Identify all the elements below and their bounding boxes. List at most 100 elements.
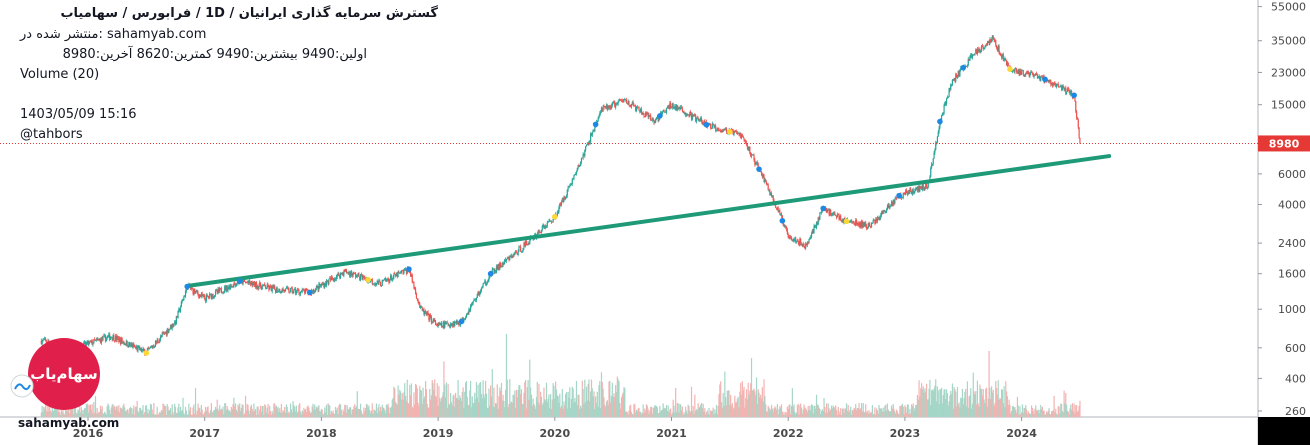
signal-marker xyxy=(365,276,371,283)
volume-bar xyxy=(758,392,760,417)
candle-body xyxy=(755,162,758,164)
volume-bar xyxy=(303,407,305,417)
volume-bar xyxy=(750,383,752,417)
candle-body xyxy=(201,293,203,297)
volume-bar xyxy=(874,407,876,417)
volume-bar xyxy=(51,407,53,417)
candle-body xyxy=(113,335,115,341)
candle-body xyxy=(543,224,545,229)
volume-bar xyxy=(964,391,966,417)
candle-body xyxy=(602,106,604,111)
volume-bar xyxy=(1048,408,1050,417)
volume-bars xyxy=(40,333,1081,417)
volume-bar xyxy=(99,412,101,417)
candle-body xyxy=(1030,72,1032,74)
x-tick-label: 2022 xyxy=(773,427,804,440)
volume-bar xyxy=(952,408,954,417)
volume-bar xyxy=(276,408,278,417)
candle-body xyxy=(379,281,382,287)
volume-bar xyxy=(513,395,515,417)
candle-body xyxy=(263,284,265,286)
volume-bar xyxy=(452,395,454,417)
volume-bar xyxy=(628,410,630,417)
volume-bar xyxy=(891,408,893,417)
candle-body xyxy=(723,129,725,131)
volume-bar xyxy=(833,407,835,417)
volume-bar xyxy=(298,405,300,417)
candle-body xyxy=(43,339,45,341)
candle-body xyxy=(123,341,125,344)
candle-body xyxy=(645,112,648,115)
volume-bar xyxy=(389,407,392,417)
candle-body xyxy=(244,280,246,282)
candle-body xyxy=(978,49,980,52)
candle-body xyxy=(452,322,454,326)
volume-bar xyxy=(257,406,259,417)
candle-body xyxy=(1047,80,1049,83)
volume-bar xyxy=(960,397,962,417)
volume-bar xyxy=(558,403,560,417)
candle-body xyxy=(976,48,979,54)
volume-bar xyxy=(291,412,293,417)
candle-body xyxy=(751,154,753,156)
candle-body xyxy=(646,113,648,115)
volume-bar xyxy=(490,385,492,417)
volume-bar xyxy=(822,411,824,417)
volume-bar xyxy=(305,412,307,417)
volume-bar xyxy=(776,404,778,417)
candle-body xyxy=(340,272,343,274)
candle-body xyxy=(514,252,516,256)
volume-bar xyxy=(396,404,398,417)
candle-body xyxy=(44,338,47,341)
signal-marker xyxy=(703,121,710,128)
candle-body xyxy=(161,333,163,337)
volume-bar xyxy=(625,411,627,417)
trendline[interactable] xyxy=(185,154,1112,288)
candle-body xyxy=(409,271,411,273)
candle-body xyxy=(792,239,794,241)
candle-body xyxy=(257,285,259,289)
candle-body xyxy=(620,100,622,101)
volume-bar xyxy=(743,386,745,417)
candle-body xyxy=(666,107,668,109)
volume-bar xyxy=(848,412,850,417)
volume-bar xyxy=(147,408,149,417)
candle-body xyxy=(887,204,889,206)
volume-bar xyxy=(993,405,995,417)
candle-body xyxy=(427,312,429,314)
candle-body xyxy=(644,116,646,118)
volume-bar xyxy=(575,380,578,417)
volume-bar xyxy=(83,409,85,417)
candle-body xyxy=(1019,70,1021,75)
candle-body xyxy=(40,340,42,345)
volume-bar xyxy=(392,398,394,417)
candle-body xyxy=(693,114,695,117)
candle-body xyxy=(619,99,621,101)
candle-body xyxy=(151,346,153,348)
candle-body xyxy=(1079,137,1081,144)
volume-bar xyxy=(111,404,113,417)
volume-bar xyxy=(673,405,675,417)
volume-bar xyxy=(59,414,62,417)
candle-body xyxy=(876,217,878,222)
volume-bar xyxy=(707,413,709,417)
volume-bar xyxy=(299,402,301,417)
volume-bar xyxy=(870,412,872,417)
candle-body xyxy=(565,195,568,198)
candle-body xyxy=(590,133,593,136)
candle-body xyxy=(332,278,334,280)
volume-bar xyxy=(554,398,556,417)
candle-body xyxy=(1027,71,1029,74)
volume-bar xyxy=(862,403,864,417)
volume-bar xyxy=(42,412,44,417)
volume-bar xyxy=(400,399,403,417)
volume-bar xyxy=(249,406,252,417)
candle-body xyxy=(395,273,398,277)
candle-body xyxy=(442,322,444,327)
candle-body xyxy=(419,305,422,308)
volume-bar xyxy=(940,389,942,417)
volume-bar xyxy=(191,414,193,417)
volume-bar xyxy=(897,413,899,417)
volume-bar xyxy=(493,387,495,417)
